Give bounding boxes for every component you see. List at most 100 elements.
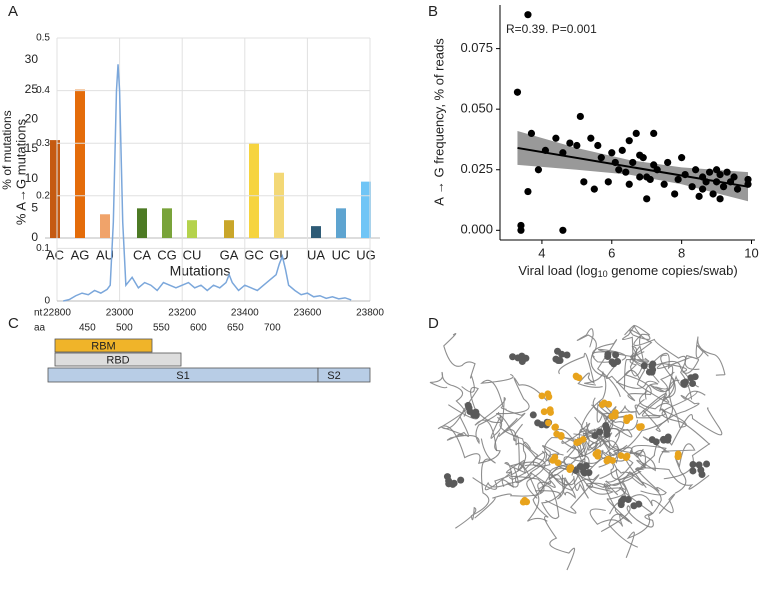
- y-tick-label: 0.075: [460, 40, 493, 55]
- backbone-trace: [649, 371, 690, 393]
- residue-grey: [649, 360, 657, 368]
- x-tick-label: GU: [269, 247, 289, 262]
- residue-grey: [576, 463, 584, 471]
- x-label-part: Viral load (log: [518, 263, 597, 278]
- residue-grey: [620, 495, 628, 503]
- x-tick-label: CU: [183, 247, 202, 262]
- point: [587, 134, 595, 142]
- domain-label: RBM: [91, 340, 115, 352]
- panel-label: B: [428, 3, 438, 20]
- domain-label: S1: [176, 370, 189, 382]
- backbone-trace: [629, 325, 653, 358]
- domain-bar: [54, 338, 153, 353]
- point: [580, 178, 588, 186]
- backbone-trace: [633, 352, 674, 423]
- residue-orange: [623, 414, 631, 422]
- panel-label: D: [428, 315, 439, 332]
- backbone-trace: [695, 336, 726, 376]
- point: [594, 141, 602, 150]
- residue-grey: [689, 460, 697, 468]
- y-tick-label: 0.000: [460, 222, 493, 237]
- point: [629, 158, 637, 167]
- x-tick-label: UA: [307, 247, 325, 262]
- point: [719, 183, 728, 191]
- residue-orange: [551, 453, 559, 461]
- x-tick-label: 23200: [168, 308, 196, 319]
- y-tick-label: 30: [25, 52, 39, 66]
- structure-render: [429, 324, 726, 571]
- backbone-trace: [474, 396, 506, 452]
- residue-grey: [538, 421, 546, 429]
- point: [611, 158, 619, 167]
- y-axis-label: % A→G mutations: [13, 118, 28, 225]
- backbone-trace: [616, 351, 659, 400]
- point: [517, 226, 525, 234]
- point: [576, 112, 584, 121]
- x-tick-label: AC: [46, 247, 64, 262]
- residue-grey: [582, 462, 590, 470]
- point: [692, 166, 700, 174]
- annotation: R=0.39. P=0.001: [506, 22, 597, 36]
- residue-orange: [594, 448, 602, 456]
- y-tick-label: 5: [31, 201, 38, 215]
- residue-orange: [617, 452, 625, 460]
- point: [650, 129, 658, 138]
- point: [625, 180, 633, 188]
- residue-orange: [523, 498, 531, 506]
- point: [646, 175, 654, 184]
- backbone-trace: [606, 463, 647, 548]
- backbone-trace: [599, 379, 680, 479]
- residue-grey: [443, 473, 451, 481]
- point: [705, 168, 714, 176]
- backbone-trace: [510, 461, 568, 520]
- point: [678, 154, 686, 162]
- point: [573, 141, 581, 150]
- backbone-trace: [496, 377, 548, 442]
- backbone-trace: [591, 339, 621, 397]
- point: [541, 146, 550, 154]
- bar: [162, 208, 172, 238]
- backbone-trace: [600, 486, 654, 533]
- backbone-trace: [506, 467, 575, 488]
- x-tick-label: UC: [332, 247, 351, 262]
- point: [524, 187, 532, 196]
- point: [695, 192, 703, 200]
- x-label-part: genome copies/swab): [608, 263, 738, 278]
- x-tick-label: 6: [608, 245, 615, 260]
- backbone-trace: [480, 373, 526, 431]
- x-axis-label: Viral load (log10 genome copies/swab): [518, 263, 737, 279]
- point: [664, 158, 672, 167]
- bar: [249, 143, 259, 238]
- backbone-trace: [642, 436, 696, 494]
- x2-tick-label: 500: [116, 323, 133, 334]
- residue-orange: [546, 406, 554, 414]
- residue-orange: [573, 439, 581, 447]
- bar: [274, 172, 284, 238]
- residue-orange: [608, 412, 616, 420]
- x2-tick-label: 450: [79, 323, 96, 334]
- backbone-trace: [524, 451, 634, 488]
- point: [639, 154, 647, 162]
- residue-grey: [509, 353, 517, 361]
- x2-tick-label: 600: [190, 323, 207, 334]
- backbone-trace: [634, 377, 675, 419]
- backbone-trace: [623, 345, 650, 389]
- residue-grey: [703, 460, 711, 468]
- backbone-trace: [640, 407, 723, 468]
- point: [566, 139, 574, 147]
- residue-grey: [687, 374, 695, 382]
- y-tick-label: 0.2: [36, 190, 50, 201]
- x-tick-label: 10: [744, 245, 758, 260]
- residue-grey: [630, 502, 638, 510]
- backbone-trace: [621, 481, 676, 514]
- residue-grey: [556, 357, 564, 365]
- point: [534, 166, 543, 174]
- residue-orange: [605, 400, 613, 408]
- backbone-trace: [446, 411, 500, 445]
- residue-grey: [697, 466, 705, 474]
- x-tick-label: 23800: [356, 308, 384, 319]
- residue-orange: [544, 390, 552, 398]
- y-tick-label: 15: [25, 141, 39, 155]
- residue-orange: [554, 459, 562, 467]
- point: [590, 185, 598, 193]
